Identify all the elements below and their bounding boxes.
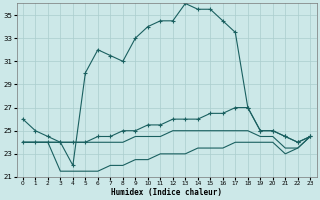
X-axis label: Humidex (Indice chaleur): Humidex (Indice chaleur) [111, 188, 222, 197]
